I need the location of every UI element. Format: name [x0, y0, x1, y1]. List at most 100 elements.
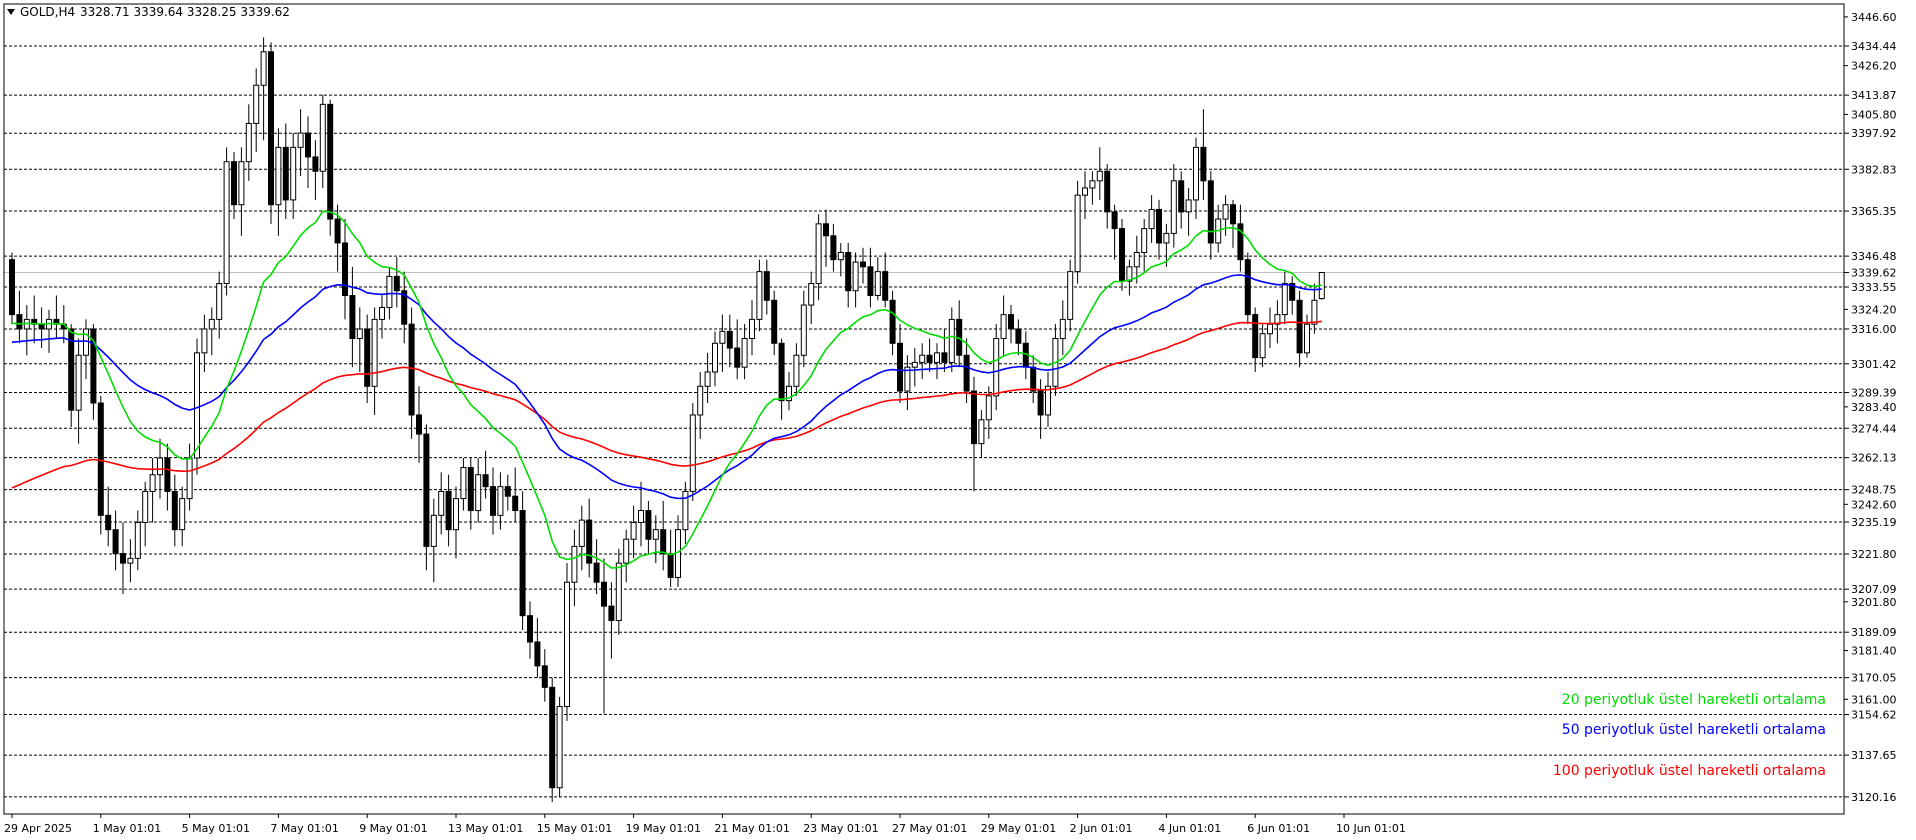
candle-body-up [689, 414, 696, 492]
candle-body-up [993, 338, 1000, 397]
candle-body-down [112, 529, 119, 555]
candle [823, 209, 829, 267]
candle-body-down [963, 354, 970, 392]
candle-body-up [652, 529, 659, 540]
candle [800, 290, 807, 368]
x-tick-label: 15 May 01:01 [537, 822, 612, 835]
candle-body-down [467, 467, 474, 512]
candle [1119, 219, 1125, 291]
level-label: 3207.09 [1851, 583, 1897, 596]
candle [556, 696, 563, 798]
candle-body-down [593, 562, 600, 583]
level-label-bg [1845, 126, 1895, 141]
candle-body-up [1082, 187, 1088, 196]
candle-body-up [1045, 385, 1051, 416]
candle-body-up [697, 385, 704, 416]
candle [475, 457, 482, 523]
candle-body-up [571, 545, 578, 583]
candle-body-down [342, 242, 348, 297]
candle-body-up [75, 354, 82, 411]
candle-body-down [1119, 228, 1125, 282]
candle [467, 457, 474, 530]
candle [268, 42, 274, 224]
candle-body-up [157, 457, 163, 476]
candle-body-down [423, 433, 430, 547]
y-tick-label: 3324.20 [1851, 303, 1897, 316]
candle-body-up [1267, 323, 1273, 335]
candle-body-up [741, 338, 748, 368]
candle [615, 548, 622, 635]
candle [1082, 171, 1088, 220]
candle-body-up [253, 84, 260, 124]
candle-body-up [1281, 283, 1288, 316]
candle-body-down [778, 342, 785, 402]
candle [408, 307, 415, 439]
candle [1281, 271, 1288, 325]
candle-body-down [882, 271, 889, 301]
candle-body-up [1096, 170, 1103, 182]
candle [231, 152, 237, 220]
x-tick-label: 7 May 01:01 [270, 822, 338, 835]
candle [112, 510, 119, 571]
candle-body-up [623, 538, 630, 564]
candle-body-down [926, 354, 933, 363]
legend-ema20: 20 periyotluk üstel hareketli ortalama [1562, 692, 1826, 708]
candle-body-up [371, 318, 378, 387]
candle-body-down [9, 259, 15, 316]
candle [238, 147, 245, 236]
candle-body-down [1252, 314, 1259, 359]
candle [1074, 180, 1081, 284]
candle [926, 338, 933, 372]
candle [564, 563, 570, 721]
candle-body-down [1037, 390, 1044, 416]
candle [253, 68, 260, 153]
candle [941, 328, 948, 372]
candle-body-down [97, 402, 104, 516]
candle [127, 539, 134, 583]
candle [327, 99, 334, 236]
candle-body-down [845, 251, 852, 292]
candle [1185, 187, 1192, 236]
level-label-bg [1845, 789, 1895, 804]
candle-body-down [504, 486, 511, 497]
candle-body-up [297, 132, 304, 148]
level-label: 3137.65 [1851, 749, 1897, 762]
level-label: 3289.39 [1851, 387, 1897, 400]
candle-body-up [1074, 194, 1081, 273]
candle-body-down [445, 490, 452, 531]
level-label-bg [1845, 356, 1895, 371]
candle [1252, 307, 1259, 372]
candle-body-up [1259, 333, 1266, 359]
candle [423, 424, 430, 571]
candle-body-down [68, 328, 75, 411]
dropdown-triangle-icon[interactable] [7, 9, 15, 15]
candle [749, 300, 755, 356]
level-label-bg [1845, 38, 1895, 53]
ema100-line [11, 320, 1322, 489]
x-tick-label: 10 Jun 01:01 [1336, 822, 1406, 835]
candle-body-down [867, 266, 874, 297]
level-label: 3235.19 [1851, 516, 1897, 529]
candle-body-up [704, 371, 711, 387]
candle-body-up [290, 146, 297, 201]
y-tick-label: 3426.20 [1851, 60, 1897, 73]
candle-body-down [120, 553, 126, 564]
candle [1259, 324, 1266, 368]
candle-body-down [312, 156, 319, 172]
candle [216, 271, 223, 339]
x-tick-label: 27 May 01:01 [892, 822, 967, 835]
level-label-bg [1845, 385, 1895, 400]
candle-body-down [541, 665, 548, 688]
candle [763, 259, 770, 315]
candle [889, 290, 896, 356]
candle-body-down [349, 295, 356, 340]
candle-body-down [1156, 208, 1162, 244]
candle-body-up [978, 419, 985, 445]
x-tick-label: 23 May 01:01 [803, 822, 878, 835]
candle-body-up [919, 354, 926, 363]
candle [319, 94, 326, 188]
candle-body-up [1059, 318, 1066, 340]
